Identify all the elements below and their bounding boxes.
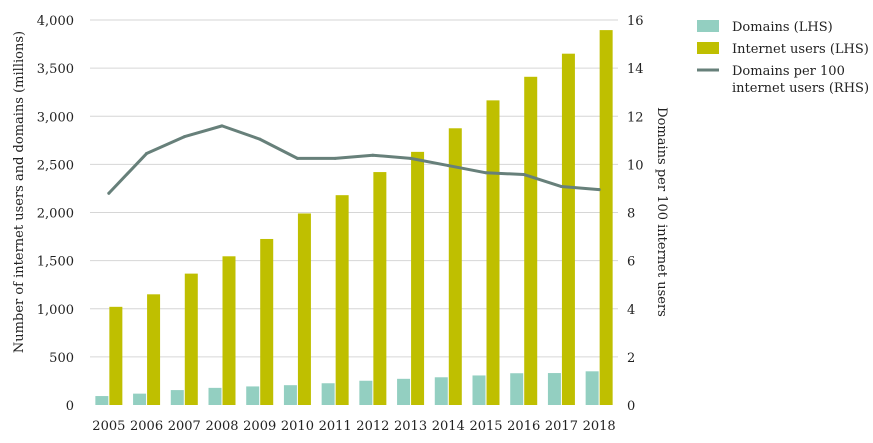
x-tick-label: 2005 bbox=[92, 419, 125, 434]
ratio-line-point bbox=[182, 135, 186, 139]
bar-domains bbox=[547, 373, 561, 405]
x-tick-label: 2012 bbox=[356, 419, 389, 434]
x-axis-ticks: 2005 2006 2007 2008 2009 2010 2011 2012 2013 2014… bbox=[92, 419, 615, 434]
bar-internet-users bbox=[297, 213, 311, 405]
ratio-line-layer bbox=[107, 124, 601, 195]
bar-domains bbox=[170, 390, 184, 405]
right-tick-label: 6 bbox=[627, 255, 635, 270]
bar-internet-users bbox=[260, 238, 274, 405]
ratio-line-point bbox=[371, 153, 375, 157]
bar-internet-users bbox=[373, 172, 387, 405]
ratio-line-point bbox=[220, 124, 224, 128]
right-tick-label: 2 bbox=[627, 351, 635, 366]
bar-domains bbox=[133, 393, 147, 405]
ratio-line-point bbox=[559, 185, 563, 189]
bar-internet-users bbox=[561, 53, 575, 405]
bar-internet-users bbox=[486, 100, 500, 406]
bar-domains bbox=[359, 380, 373, 405]
bar-internet-users bbox=[448, 128, 462, 405]
x-tick-label: 2014 bbox=[432, 419, 465, 434]
right-axis-title: Domains per 100 internet users bbox=[654, 107, 669, 317]
x-tick-label: 2018 bbox=[583, 419, 616, 434]
right-tick-label: 16 bbox=[627, 14, 644, 29]
bar-internet-users bbox=[411, 151, 425, 405]
bar-internet-users bbox=[222, 256, 236, 405]
legend-swatch-domains bbox=[697, 20, 719, 32]
legend-label-ratio-line2: internet users (RHS) bbox=[732, 81, 869, 96]
legend-label-domains: Domains (LHS) bbox=[732, 20, 833, 35]
bar-domains bbox=[585, 371, 599, 405]
x-tick-label: 2007 bbox=[168, 419, 201, 434]
ratio-line-point bbox=[484, 171, 488, 175]
right-tick-label: 0 bbox=[627, 399, 635, 414]
bar-internet-users bbox=[184, 273, 198, 405]
gridlines bbox=[90, 19, 618, 358]
legend-label-ratio-line1: Domains per 100 bbox=[732, 64, 845, 79]
x-tick-label: 2017 bbox=[545, 419, 578, 434]
left-tick-label: 4,000 bbox=[37, 14, 74, 29]
ratio-line-point bbox=[597, 188, 601, 192]
ratio-line-point bbox=[145, 152, 149, 156]
bar-domains bbox=[434, 377, 448, 405]
bar-domains bbox=[246, 386, 260, 405]
x-tick-label: 2009 bbox=[243, 419, 276, 434]
left-tick-label: 1,000 bbox=[37, 303, 74, 318]
ratio-line bbox=[107, 124, 601, 195]
right-tick-label: 8 bbox=[627, 207, 635, 222]
bar-domains bbox=[208, 387, 222, 405]
bar-domains bbox=[397, 378, 411, 405]
bar-domains bbox=[95, 396, 109, 405]
legend: Domains (LHS) Internet users (LHS) Domai… bbox=[697, 20, 869, 96]
bar-internet-users bbox=[524, 76, 538, 405]
x-tick-label: 2015 bbox=[469, 419, 502, 434]
left-tick-label: 2,500 bbox=[37, 158, 74, 173]
left-tick-label: 3,500 bbox=[37, 62, 74, 77]
left-axis-title: Number of internet users and domains (mi… bbox=[12, 31, 27, 353]
bars bbox=[95, 30, 613, 406]
right-tick-label: 12 bbox=[627, 110, 644, 125]
left-tick-label: 1,500 bbox=[37, 255, 74, 270]
axes: 05001,0001,5002,0002,5003,0003,5004,000 … bbox=[12, 14, 669, 434]
right-axis-ticks: 0 2 4 6 8 10 12 14 16 bbox=[627, 14, 644, 414]
x-tick-label: 2011 bbox=[319, 419, 352, 434]
x-tick-label: 2010 bbox=[281, 419, 314, 434]
ratio-line-point bbox=[409, 156, 413, 160]
bar-domains bbox=[472, 375, 486, 405]
bar-domains bbox=[321, 383, 335, 405]
legend-swatch-internet-users bbox=[697, 42, 719, 54]
bar-internet-users bbox=[109, 306, 123, 405]
bar-internet-users bbox=[147, 294, 161, 405]
right-tick-label: 14 bbox=[627, 62, 644, 77]
right-tick-label: 10 bbox=[627, 158, 644, 173]
ratio-line-point bbox=[258, 137, 262, 141]
bar-domains bbox=[510, 373, 524, 405]
x-tick-label: 2016 bbox=[507, 419, 540, 434]
left-tick-label: 2,000 bbox=[37, 207, 74, 222]
left-axis-ticks: 0 500 1,000 1,500 2,000 2,500 3,000 3,500 4,000 bbox=[37, 14, 74, 414]
left-tick-label: 0 bbox=[66, 399, 74, 414]
ratio-line-point bbox=[333, 156, 337, 160]
left-tick-label: 3,000 bbox=[37, 110, 74, 125]
ratio-line-point bbox=[107, 191, 111, 195]
x-tick-label: 2013 bbox=[394, 419, 427, 434]
x-tick-label: 2008 bbox=[205, 419, 238, 434]
bar-domains bbox=[283, 385, 297, 405]
ratio-line-point bbox=[446, 164, 450, 168]
left-tick-label: 500 bbox=[49, 351, 74, 366]
legend-label-internet-users: Internet users (LHS) bbox=[732, 42, 869, 57]
x-tick-label: 2006 bbox=[130, 419, 163, 434]
ratio-line-point bbox=[295, 156, 299, 160]
right-tick-label: 4 bbox=[627, 303, 635, 318]
bar-internet-users bbox=[599, 30, 613, 405]
ratio-line-point bbox=[522, 172, 526, 176]
bar-internet-users bbox=[335, 195, 349, 405]
